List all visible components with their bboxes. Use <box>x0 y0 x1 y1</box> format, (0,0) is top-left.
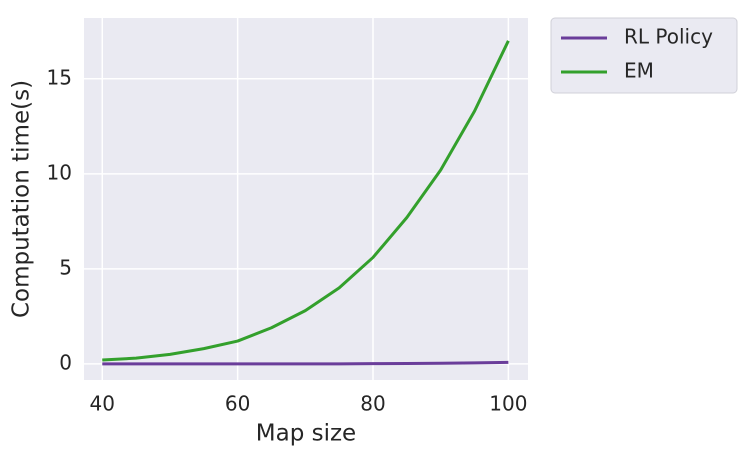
y-tick-label: 5 <box>59 255 72 279</box>
legend-label: EM <box>624 59 654 83</box>
y-tick-label: 0 <box>59 350 72 374</box>
x-tick-label: 40 <box>90 392 115 416</box>
series-line <box>102 360 509 366</box>
x-axis-label: Map size <box>256 421 356 447</box>
x-tick-label: 60 <box>225 392 250 416</box>
x-tick-label: 80 <box>360 392 385 416</box>
y-tick-label: 10 <box>47 160 72 184</box>
series-line <box>102 40 510 362</box>
plot-area <box>84 18 528 380</box>
y-tick-label: 15 <box>47 65 72 89</box>
legend-label: RL Policy <box>624 25 713 49</box>
x-tick-label: 100 <box>489 392 527 416</box>
y-axis-label: Computation time(s) <box>9 80 35 318</box>
